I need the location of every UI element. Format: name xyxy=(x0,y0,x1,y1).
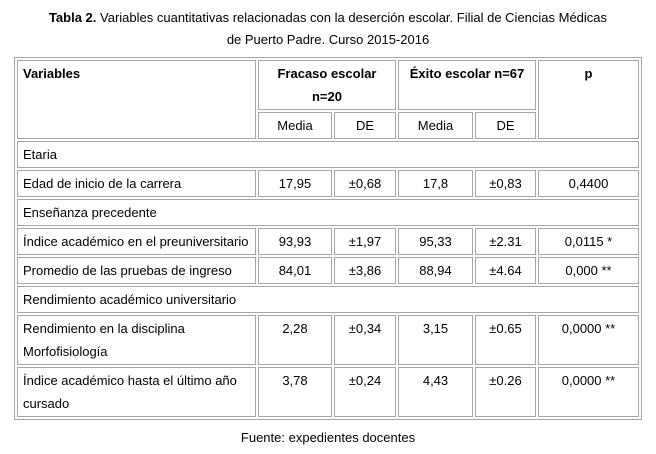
table-caption: Tabla 2. Variables cuantitativas relacio… xyxy=(0,7,656,51)
section-label: Enseñanza precedente xyxy=(16,199,639,226)
value-fracaso-media: 17,95 xyxy=(257,170,332,197)
value-fracaso-de: ±0,68 xyxy=(333,170,396,197)
value-p: 0,0000 ** xyxy=(538,315,639,365)
row-label: Edad de inicio de la carrera xyxy=(16,170,256,197)
table-caption-label: Tabla 2. xyxy=(48,10,97,25)
value-exito-media: 3,15 xyxy=(398,315,473,365)
table-row-edad-inicio: Edad de inicio de la carrera 17,95 ±0,68… xyxy=(16,170,639,197)
section-row-rendimiento: Rendimiento académico universitario xyxy=(16,286,639,313)
section-label: Etaria xyxy=(16,141,639,168)
value-fracaso-de: ±0,24 xyxy=(333,367,396,417)
header-media-fracaso: Media xyxy=(257,112,332,139)
header-row-stats: Media DE Media DE xyxy=(17,112,639,139)
table-caption-text-line1: Variables cuantitativas relacionadas con… xyxy=(100,10,608,25)
value-p: 0,4400 xyxy=(538,170,639,197)
results-table: Variables Fracaso escolar n=20 Éxito esc… xyxy=(13,57,642,420)
table-row-rendimiento-morfofisiologia: Rendimiento en la disciplina Morfofisiol… xyxy=(16,315,639,365)
value-exito-de: ±0.26 xyxy=(475,367,536,417)
value-exito-de: ±0,83 xyxy=(475,170,536,197)
value-fracaso-de: ±0,34 xyxy=(333,315,396,365)
value-exito-de: ±2.31 xyxy=(475,228,536,255)
value-exito-de: ±0.65 xyxy=(475,315,536,365)
value-exito-de: ±4.64 xyxy=(475,257,536,284)
header-de-exito: DE xyxy=(475,112,536,139)
header-group-fracaso: Fracaso escolar n=20 xyxy=(257,60,396,110)
value-exito-media: 17,8 xyxy=(398,170,473,197)
value-p: 0,0000 ** xyxy=(538,367,639,417)
value-p: 0,0115 * xyxy=(538,228,639,255)
value-fracaso-media: 84,01 xyxy=(257,257,332,284)
section-row-ensenanza: Enseñanza precedente xyxy=(16,199,639,226)
table-source-note: Fuente: expedientes docentes xyxy=(240,430,416,445)
row-label: Rendimiento en la disciplina Morfofisiol… xyxy=(16,315,256,365)
value-fracaso-de: ±1,97 xyxy=(333,228,396,255)
value-p: 0,000 ** xyxy=(538,257,639,284)
value-fracaso-media: 93,93 xyxy=(257,228,332,255)
header-p: p xyxy=(538,60,639,139)
significance-note: (* diferencias significativas, ** difere… xyxy=(0,449,656,454)
row-label: Índice académico hasta el último año cur… xyxy=(16,367,256,417)
header-media-exito: Media xyxy=(398,112,473,139)
header-de-fracaso: DE xyxy=(333,112,396,139)
header-row-groups: Variables Fracaso escolar n=20 Éxito esc… xyxy=(16,60,639,139)
section-label: Rendimiento académico universitario xyxy=(16,286,639,313)
value-fracaso-media: 3,78 xyxy=(257,367,332,417)
table-caption-text-line2: de Puerto Padre. Curso 2015-2016 xyxy=(226,32,430,47)
header-variables: Variables xyxy=(16,60,256,139)
value-exito-media: 88,94 xyxy=(398,257,473,284)
value-exito-media: 95,33 xyxy=(398,228,473,255)
header-group-exito: Éxito escolar n=67 xyxy=(398,60,536,110)
value-fracaso-media: 2,28 xyxy=(257,315,332,365)
table-row-indice-preuniversitario: Índice académico en el preuniversitario … xyxy=(16,228,639,255)
table-row-promedio-pruebas: Promedio de las pruebas de ingreso 84,01… xyxy=(16,257,639,284)
value-exito-media: 4,43 xyxy=(398,367,473,417)
section-row-etaria: Etaria xyxy=(16,141,639,168)
value-fracaso-de: ±3,86 xyxy=(333,257,396,284)
row-label: Promedio de las pruebas de ingreso xyxy=(16,257,256,284)
table-row-indice-ultimo-ano: Índice académico hasta el último año cur… xyxy=(16,367,639,417)
row-label: Índice académico en el preuniversitario xyxy=(16,228,256,255)
